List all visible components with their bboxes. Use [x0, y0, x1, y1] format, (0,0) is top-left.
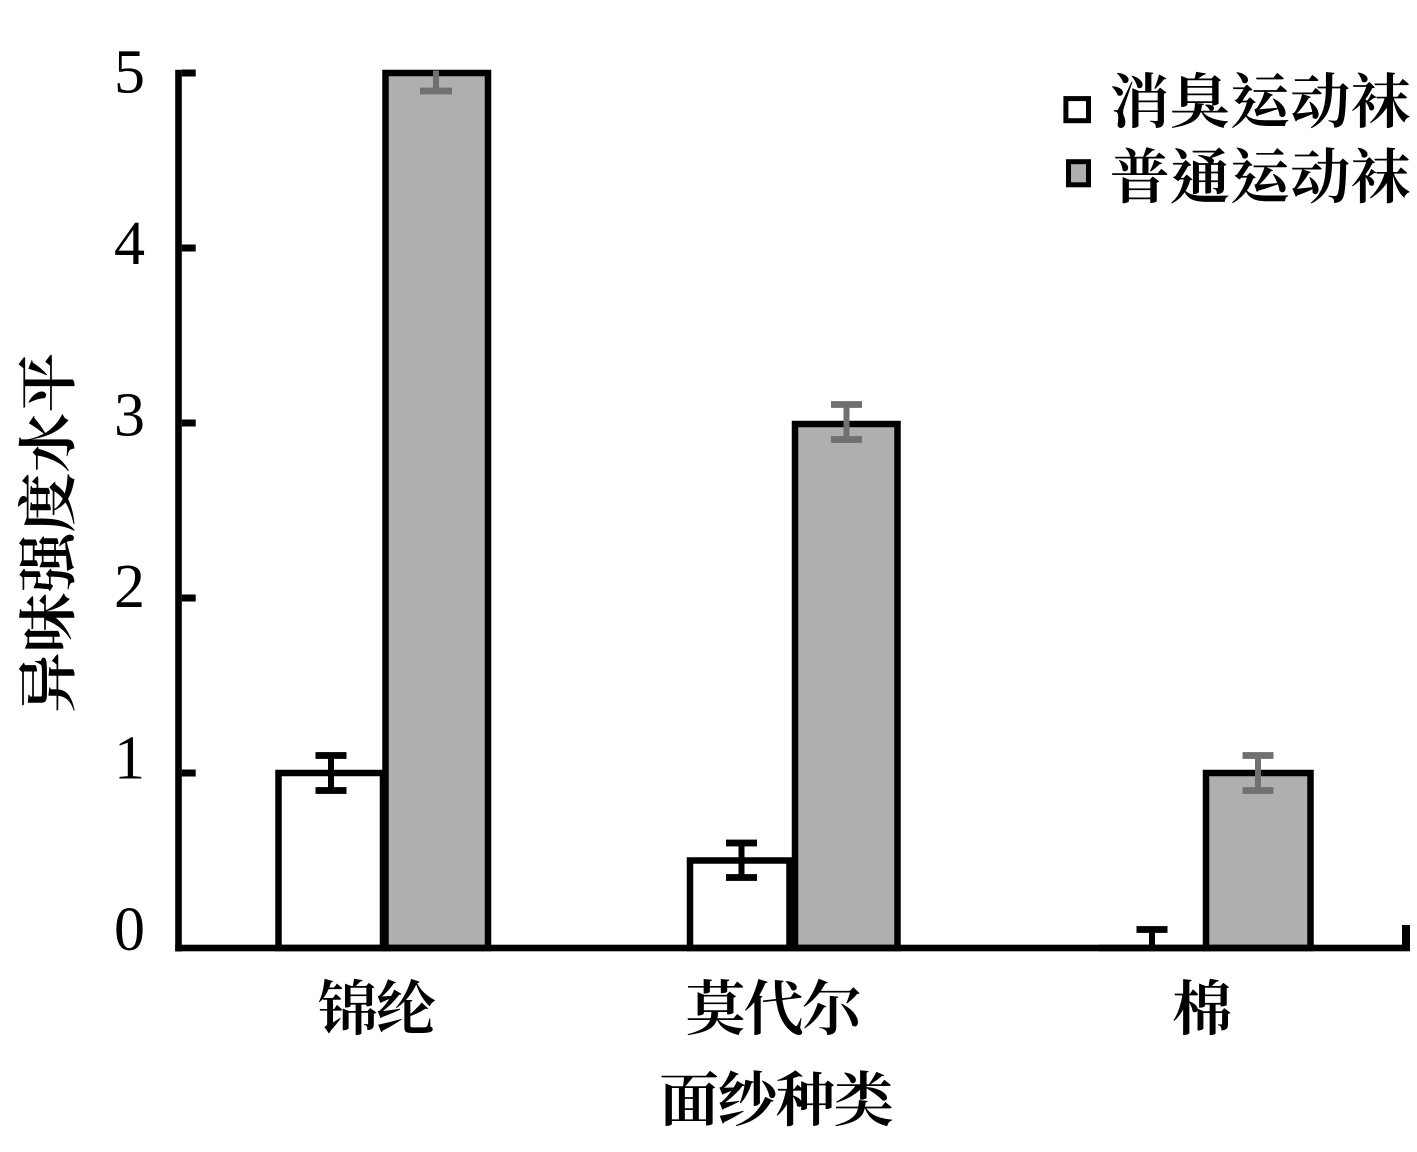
- svg-text:1: 1: [114, 725, 145, 793]
- svg-text:5: 5: [114, 39, 145, 107]
- svg-text:2: 2: [114, 553, 145, 621]
- svg-text:0: 0: [114, 896, 145, 964]
- svg-text:4: 4: [114, 210, 145, 278]
- svg-text:3: 3: [114, 382, 145, 450]
